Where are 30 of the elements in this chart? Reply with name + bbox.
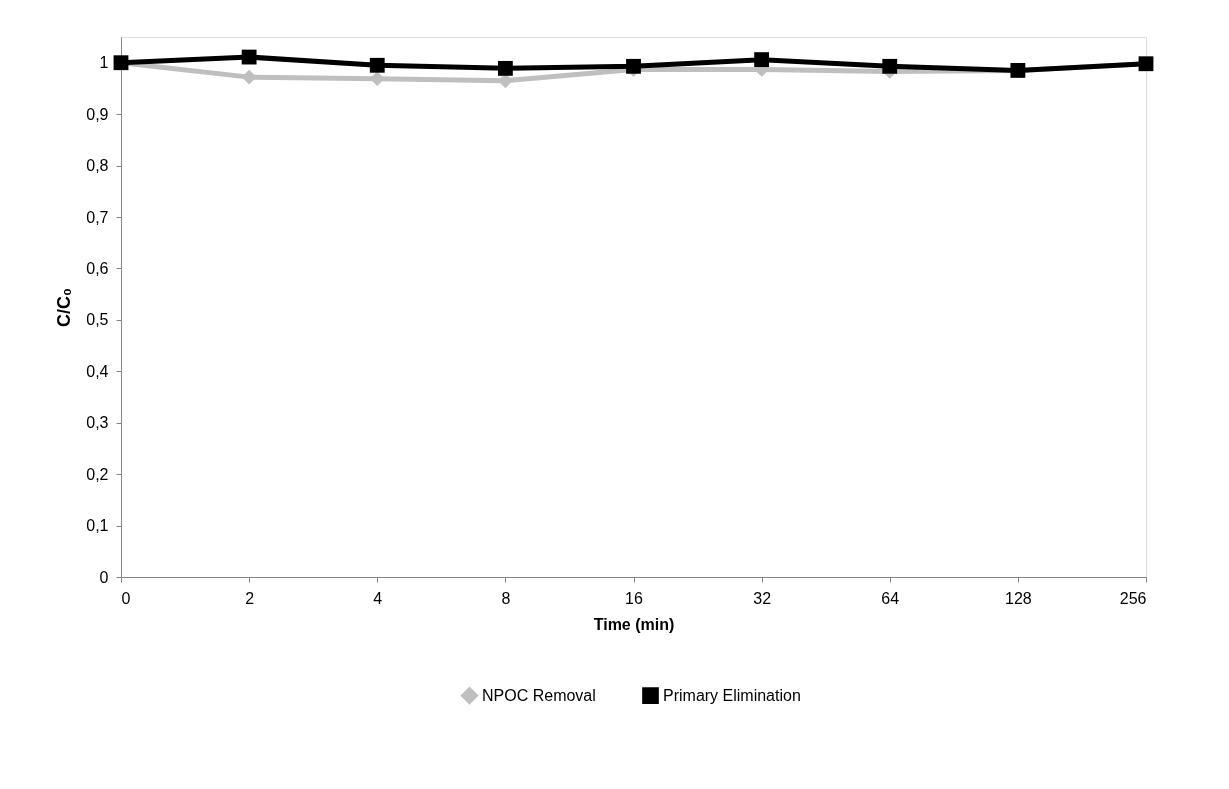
y-tick-label: 0,8 — [86, 157, 109, 175]
y-axis-title: C/C₀ — [54, 287, 75, 328]
y-tick-label: 0,2 — [86, 465, 109, 483]
y-tick-label: 0,1 — [86, 517, 109, 535]
x-axis-title: Time (min) — [593, 615, 675, 633]
legend-label: Primary Elimination — [663, 686, 801, 704]
y-tick-label: 0,7 — [86, 208, 109, 226]
y-tick-label: 0,3 — [86, 414, 109, 432]
point — [241, 49, 257, 65]
x-tick-label: 16 — [625, 589, 643, 607]
point — [369, 57, 385, 73]
x-tick-label: 0 — [121, 589, 131, 607]
x-tick-label: 4 — [373, 589, 383, 607]
y-tick-label: 0,6 — [86, 259, 109, 277]
y-tick-label: 0,5 — [86, 311, 109, 329]
legend-label: NPOC Removal — [482, 686, 596, 704]
point — [754, 52, 770, 68]
y-tick-label: 0,9 — [86, 105, 109, 123]
x-tick-label: 256 — [1119, 589, 1147, 607]
point — [497, 60, 513, 76]
y-tick-label: 0 — [99, 568, 109, 586]
x-tick-label: 128 — [1005, 589, 1032, 607]
y-tick-label: 0,4 — [86, 362, 109, 380]
x-tick-label: 32 — [753, 589, 772, 607]
y-tick-label: 1 — [99, 54, 109, 72]
x-tick-label: 8 — [501, 589, 511, 607]
x-tick-label: 2 — [245, 589, 255, 607]
point — [882, 58, 898, 74]
point — [626, 58, 641, 74]
x-tick-label: 64 — [881, 589, 900, 607]
